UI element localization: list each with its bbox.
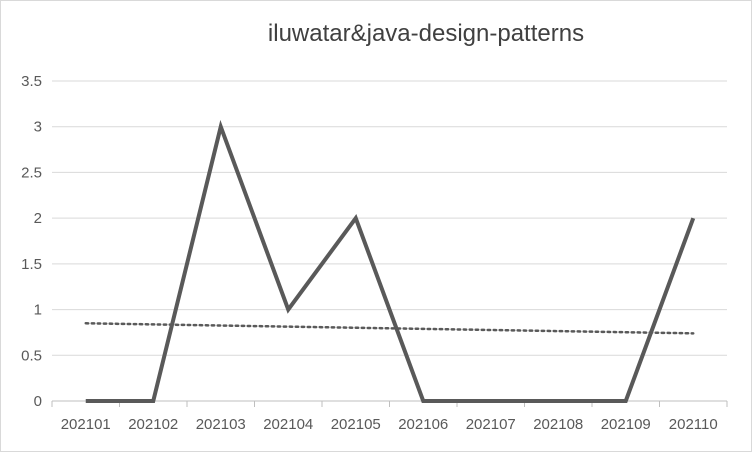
y-tick-label: 2 [34,210,42,227]
y-tick-label: 1 [34,302,42,319]
chart-title: iluwatar&java-design-patterns [267,20,585,47]
tick-labels: 0 0.5 1 1.5 2 2.5 3 3.5 202101 202102 202103 202104… [21,73,718,433]
x-tick-label: 202102 [128,416,178,433]
trendline [84,322,695,335]
y-tick-label: 1.5 [21,256,42,273]
y-tick-label: 3 [34,119,42,136]
y-tick-label: 0 [34,393,42,410]
x-tick-label: 202105 [331,416,381,433]
y-tick-label: 0.5 [21,347,42,364]
y-tick-label: 3.5 [21,73,42,90]
y-tick-label: 2.5 [21,164,42,181]
x-tick-label: 202110 [669,416,718,433]
x-tick-label: 202107 [466,416,516,433]
gridlines [52,80,727,356]
series-layer [85,119,696,403]
x-tick-label: 202108 [533,416,583,433]
series-line [85,119,696,403]
x-tick-label: 202103 [196,416,246,433]
x-tick-label: 202104 [263,416,313,433]
x-tick-label: 202109 [601,416,651,433]
trendline-layer [84,322,695,335]
x-tick-label: 202101 [61,416,111,433]
x-tick-label: 202106 [398,416,448,433]
